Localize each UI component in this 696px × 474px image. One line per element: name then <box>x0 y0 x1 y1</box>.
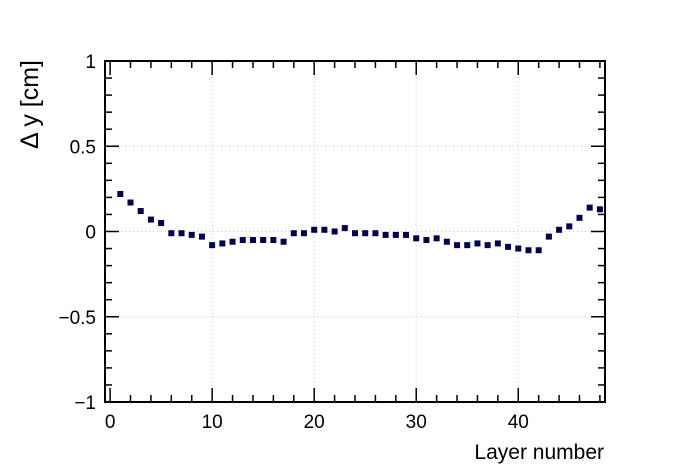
data-point <box>311 226 318 233</box>
data-point <box>596 206 603 213</box>
data-point <box>403 231 410 238</box>
data-point <box>229 238 236 245</box>
x-tick-label: 30 <box>406 412 427 433</box>
data-point <box>382 231 389 238</box>
data-point <box>321 226 328 233</box>
y-axis-title: Δ y [cm] <box>16 60 44 149</box>
data-point <box>331 228 338 235</box>
data-point <box>127 199 134 206</box>
grid-lines <box>105 61 605 402</box>
data-point <box>280 238 287 245</box>
axis-ticks <box>105 60 605 403</box>
data-point <box>362 230 369 237</box>
data-point <box>515 245 522 252</box>
x-axis-title: Layer number <box>474 441 604 464</box>
data-point <box>423 237 430 244</box>
data-point <box>576 214 583 221</box>
x-tick-label: 0 <box>105 412 116 433</box>
data-point <box>433 235 440 242</box>
y-tick-label: −0.5 <box>58 308 96 329</box>
data-point <box>545 233 552 240</box>
data-point <box>178 230 185 237</box>
tick-labels: 0 10 20 30 40 1 0.5 0 −0.5 −1 <box>58 52 528 433</box>
data-point <box>505 243 512 250</box>
data-point <box>300 230 307 237</box>
data-point <box>137 208 144 215</box>
data-point <box>352 230 358 237</box>
data-point <box>260 237 267 244</box>
data-point <box>464 242 471 249</box>
data-point <box>484 242 491 249</box>
data-point <box>413 235 420 242</box>
data-point <box>239 237 246 244</box>
data-point <box>168 230 175 237</box>
data-point <box>586 204 593 211</box>
data-point <box>290 230 297 237</box>
data-point <box>556 226 563 233</box>
data-point <box>494 240 501 247</box>
y-tick-label: 0.5 <box>70 137 96 158</box>
x-tick-label: 10 <box>202 412 223 433</box>
data-point <box>474 240 481 247</box>
y-tick-label: −1 <box>74 393 96 414</box>
data-point <box>249 237 256 244</box>
data-point <box>188 231 195 238</box>
data-point <box>209 242 216 249</box>
data-point <box>392 231 399 238</box>
x-tick-label: 40 <box>508 412 529 433</box>
data-point <box>117 190 124 197</box>
data-point <box>270 237 277 244</box>
data-point <box>158 219 165 226</box>
data-point <box>198 233 205 240</box>
data-point <box>525 247 532 254</box>
data-point <box>535 247 542 254</box>
data-point <box>443 238 450 245</box>
data-point <box>147 216 154 223</box>
x-tick-label: 20 <box>304 412 325 433</box>
y-tick-label: 0 <box>85 223 96 244</box>
data-points <box>117 190 603 254</box>
data-point <box>566 223 573 230</box>
data-point <box>372 230 379 237</box>
data-point <box>454 242 461 249</box>
data-point <box>341 225 348 232</box>
data-point <box>219 240 226 247</box>
y-tick-label: 1 <box>85 52 96 73</box>
